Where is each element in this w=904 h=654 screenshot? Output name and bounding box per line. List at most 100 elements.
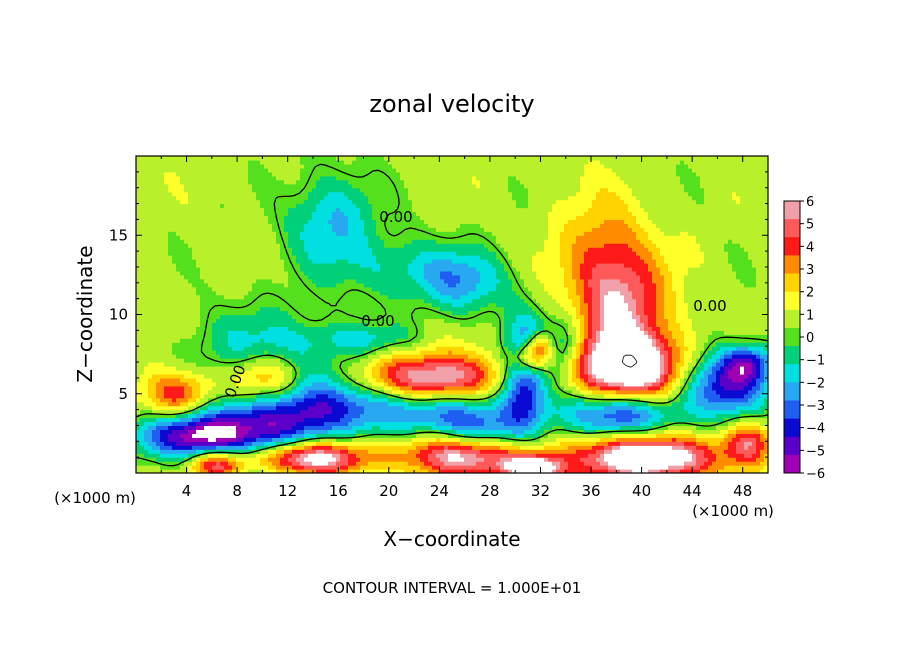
heatmap-cell xyxy=(184,377,189,383)
heatmap-cell xyxy=(248,211,253,217)
heatmap-cell xyxy=(256,187,261,193)
heatmap-cell xyxy=(356,310,361,316)
heatmap-cell xyxy=(252,342,257,347)
heatmap-cell xyxy=(304,179,309,185)
heatmap-cell xyxy=(328,350,333,355)
heatmap-cell xyxy=(148,302,153,308)
heatmap-cell xyxy=(264,183,269,189)
heatmap-cell xyxy=(184,290,189,296)
heatmap-cell xyxy=(172,175,177,181)
heatmap-cell xyxy=(376,318,381,324)
heatmap-cell xyxy=(356,270,361,276)
heatmap-cell xyxy=(180,159,185,165)
heatmap-cell xyxy=(176,235,181,240)
heatmap-cell xyxy=(288,191,293,197)
heatmap-cell xyxy=(284,373,289,379)
heatmap-cell xyxy=(212,286,217,292)
heatmap-cell xyxy=(220,199,225,205)
heatmap-cell xyxy=(340,358,345,363)
heatmap-cell xyxy=(140,310,145,316)
heatmap-cell xyxy=(292,413,297,419)
heatmap-cell xyxy=(220,251,225,256)
heatmap-cell xyxy=(276,453,281,458)
heatmap-cell xyxy=(332,385,337,391)
heatmap-cell xyxy=(232,421,237,427)
heatmap-cell xyxy=(224,453,229,458)
heatmap-cell xyxy=(356,239,361,244)
heatmap-cell xyxy=(288,469,293,473)
heatmap-cell xyxy=(240,156,245,161)
heatmap-cell xyxy=(224,445,229,450)
heatmap-cell xyxy=(176,286,181,292)
heatmap-cell xyxy=(212,362,217,367)
heatmap-cell xyxy=(160,223,165,228)
heatmap-cell xyxy=(288,302,293,308)
heatmap-cell xyxy=(172,393,177,399)
heatmap-cell xyxy=(260,195,265,201)
heatmap-cell xyxy=(200,409,205,415)
heatmap-cell xyxy=(148,310,153,316)
heatmap-cell xyxy=(204,251,209,256)
heatmap-cell xyxy=(276,187,281,193)
heatmap-cell xyxy=(168,227,173,232)
heatmap-cell xyxy=(176,354,181,359)
heatmap-cell xyxy=(356,294,361,300)
heatmap-cell xyxy=(316,373,321,379)
heatmap-cell xyxy=(240,405,245,411)
heatmap-cell xyxy=(152,401,157,407)
heatmap-cell xyxy=(172,318,177,324)
heatmap-cell xyxy=(152,179,157,185)
heatmap-cell xyxy=(144,274,149,280)
heatmap-cell xyxy=(372,286,377,292)
heatmap-cell xyxy=(272,413,277,419)
heatmap-cell xyxy=(244,195,249,201)
heatmap-cell xyxy=(364,366,369,371)
heatmap-cell xyxy=(328,377,333,383)
heatmap-cell xyxy=(256,417,261,423)
heatmap-cell xyxy=(148,453,153,458)
heatmap-cell xyxy=(328,294,333,300)
heatmap-cell xyxy=(276,195,281,201)
heatmap-cell xyxy=(216,219,221,224)
heatmap-cell xyxy=(228,231,233,236)
heatmap-cell xyxy=(360,461,365,466)
heatmap-cell xyxy=(264,171,269,177)
heatmap-cell xyxy=(320,437,325,442)
heatmap-cell xyxy=(336,338,341,343)
heatmap-cell xyxy=(208,167,213,173)
heatmap-cell xyxy=(240,373,245,379)
heatmap-cell xyxy=(212,243,217,248)
heatmap-cell xyxy=(380,350,385,355)
heatmap-cell xyxy=(164,461,169,466)
heatmap-cell xyxy=(272,429,277,434)
heatmap-cell xyxy=(272,298,277,304)
heatmap-cell xyxy=(348,326,353,331)
heatmap-cell xyxy=(256,425,261,431)
heatmap-cell xyxy=(204,314,209,320)
heatmap-cell xyxy=(300,231,305,236)
heatmap-cell xyxy=(188,175,193,181)
heatmap-cell xyxy=(152,195,157,201)
heatmap-cell xyxy=(176,441,181,446)
heatmap-cell xyxy=(312,171,317,177)
heatmap-cell xyxy=(208,191,213,197)
heatmap-cell xyxy=(268,429,273,434)
heatmap-cell xyxy=(172,290,177,296)
heatmap-cell xyxy=(344,199,349,205)
heatmap-cell xyxy=(152,369,157,375)
heatmap-cell xyxy=(200,373,205,379)
heatmap-cell xyxy=(176,377,181,383)
heatmap-cell xyxy=(252,421,257,427)
heatmap-cell xyxy=(188,163,193,169)
heatmap-cell xyxy=(360,433,365,438)
heatmap-cell xyxy=(144,223,149,228)
heatmap-cell xyxy=(172,187,177,193)
heatmap-cell xyxy=(184,445,189,450)
heatmap-cell xyxy=(328,441,333,446)
heatmap-cell xyxy=(148,187,153,193)
heatmap-cell xyxy=(316,342,321,347)
heatmap-cell xyxy=(320,187,325,193)
heatmap-cell xyxy=(284,223,289,228)
heatmap-cell xyxy=(356,453,361,458)
heatmap-cell xyxy=(292,243,297,248)
